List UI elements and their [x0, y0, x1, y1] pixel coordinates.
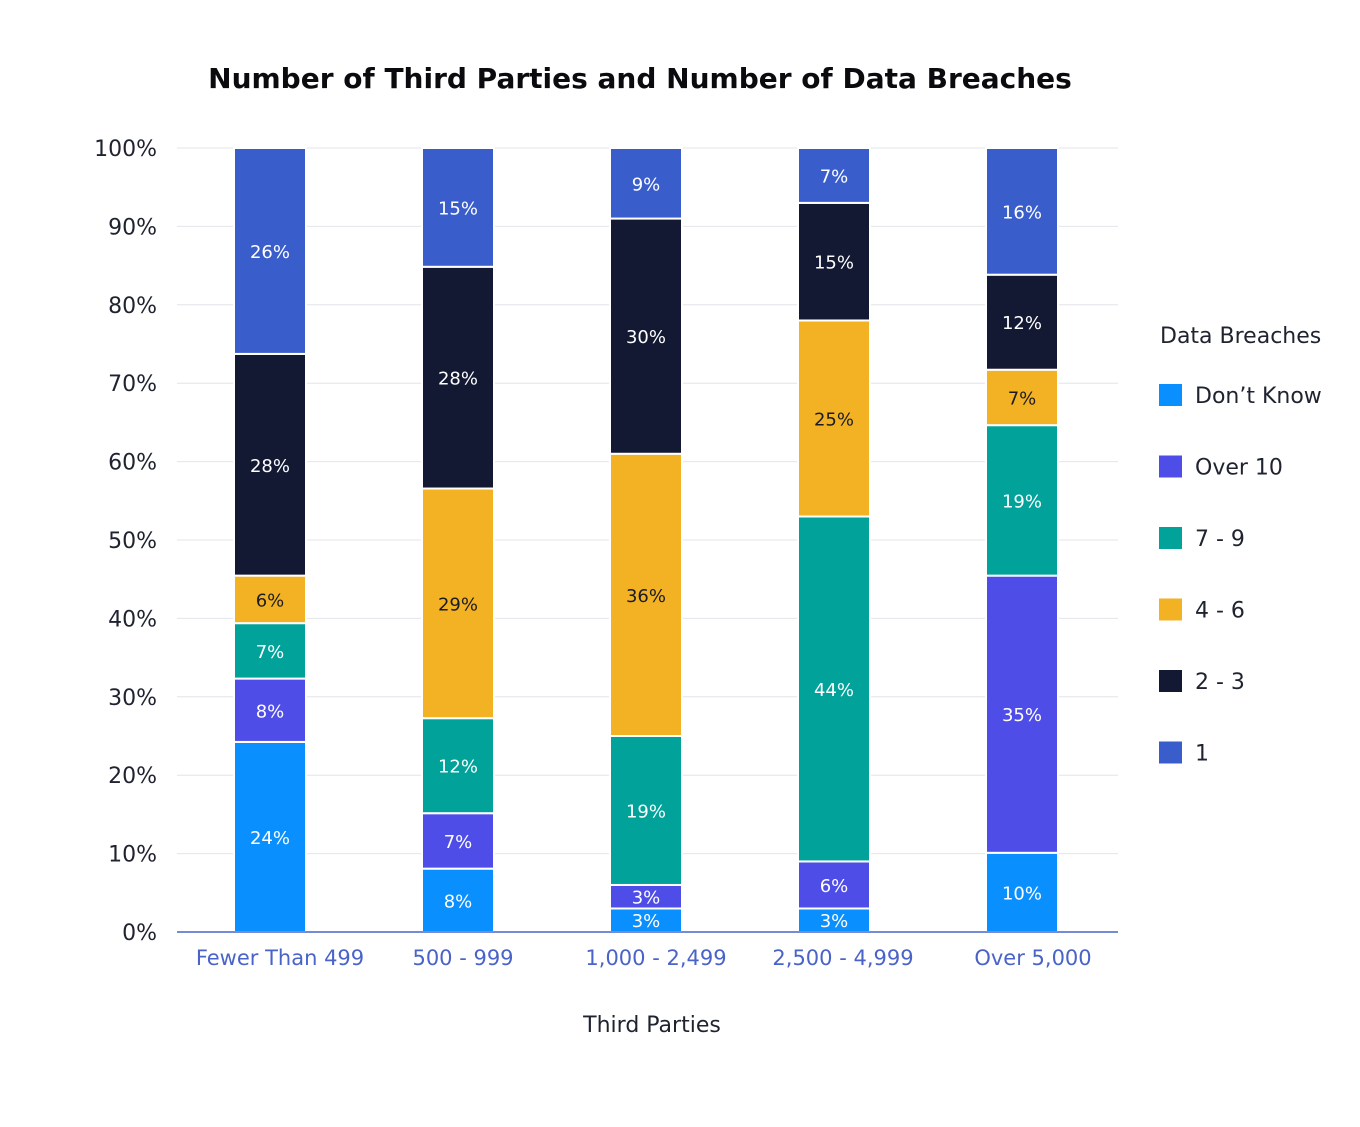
data-label: 7%: [820, 166, 849, 187]
x-axis-label: Third Parties: [582, 1013, 721, 1038]
bar-segment: [609, 735, 683, 886]
y-tick-label: 70%: [108, 372, 157, 397]
legend: Data Breaches Don’t Know Over 10 7 - 9 4 - …: [1159, 324, 1322, 767]
bar-segment: [421, 867, 495, 934]
bar-segment: [233, 147, 307, 355]
data-label: 44%: [814, 680, 854, 701]
y-axis-ticks: 0% 10% 20% 30% 40% 50% 60% 70% 80% 90% 100%: [94, 137, 157, 946]
bars: 24%8%7%6%28%26%8%7%12%29%28%15%3%3%19%36…: [233, 147, 1059, 934]
data-label: 3%: [820, 911, 849, 932]
data-label: 3%: [632, 888, 661, 909]
legend-item-label: 4 - 6: [1195, 599, 1245, 624]
data-label: 7%: [444, 832, 473, 853]
data-label: 16%: [1002, 202, 1042, 223]
legend-swatch: [1159, 384, 1182, 406]
y-tick-label: 90%: [108, 215, 157, 240]
bar-segment: [797, 860, 871, 910]
data-label: 36%: [626, 586, 666, 607]
data-label: 3%: [632, 911, 661, 932]
bar-segment: [985, 424, 1059, 577]
bar-segment: [797, 147, 871, 204]
bar-segment: [985, 851, 1059, 934]
legend-swatch: [1159, 455, 1182, 478]
data-label: 28%: [250, 456, 290, 477]
data-label: 6%: [820, 876, 849, 897]
data-label: 8%: [256, 701, 285, 722]
bar-segment: [797, 319, 871, 518]
data-label: 10%: [1002, 883, 1042, 904]
data-label: 15%: [814, 253, 854, 274]
bar-segment: [609, 217, 683, 455]
x-tick-label: 2,500 - 4,999: [772, 946, 913, 970]
x-axis-ticks: Fewer Than 499 500 - 999 1,000 - 2,499 2,50…: [196, 946, 1092, 970]
data-label: 8%: [444, 891, 473, 912]
chart-title: Number of Third Parties and Number of Da…: [208, 62, 1072, 95]
y-tick-label: 50%: [108, 529, 157, 554]
y-tick-label: 20%: [108, 764, 157, 789]
x-tick-label: Over 5,000: [974, 946, 1091, 970]
bar-segment: [421, 265, 495, 490]
y-tick-label: 60%: [108, 451, 157, 476]
data-label: 28%: [438, 369, 478, 390]
bar-segment: [985, 368, 1059, 427]
data-label: 25%: [814, 409, 854, 430]
y-tick-label: 0%: [122, 921, 157, 946]
data-label: 9%: [632, 174, 661, 195]
bar-segment: [609, 147, 683, 220]
x-tick-label: Fewer Than 499: [196, 946, 364, 970]
y-tick-label: 30%: [108, 686, 157, 711]
data-label: 24%: [250, 828, 290, 849]
legend-item-label: 2 - 3: [1195, 670, 1245, 695]
data-label: 30%: [626, 327, 666, 348]
legend-swatch: [1159, 741, 1182, 764]
legend-item-label: Don’t Know: [1195, 384, 1322, 409]
bar-segment: [609, 452, 683, 737]
data-label: 29%: [438, 594, 478, 615]
y-tick-label: 80%: [108, 294, 157, 319]
bar-segment: [421, 147, 495, 268]
bar-segment: [421, 487, 495, 720]
bar-segment: [421, 717, 495, 815]
data-label: 7%: [1008, 388, 1037, 409]
legend-swatch: [1159, 670, 1182, 692]
data-label: 26%: [250, 242, 290, 263]
legend-item-label: Over 10: [1195, 456, 1283, 481]
x-tick-label: 500 - 999: [412, 946, 513, 970]
data-label: 12%: [438, 757, 478, 778]
data-label: 7%: [256, 642, 285, 663]
y-tick-label: 10%: [108, 843, 157, 868]
bar-segment: [233, 677, 307, 743]
y-tick-label: 40%: [108, 607, 157, 632]
legend-title: Data Breaches: [1160, 324, 1321, 349]
data-label: 35%: [1002, 705, 1042, 726]
bar-segment: [233, 622, 307, 680]
legend-item-label: 1: [1195, 742, 1209, 767]
bar-segment: [233, 574, 307, 625]
bar-segment: [421, 812, 495, 870]
data-label: 15%: [438, 198, 478, 219]
data-label: 12%: [1002, 313, 1042, 334]
bar-segment: [797, 515, 871, 863]
data-label: 6%: [256, 590, 285, 611]
legend-swatch: [1159, 527, 1182, 549]
y-tick-label: 100%: [94, 137, 157, 162]
legend-item-label: 7 - 9: [1195, 527, 1245, 552]
legend-swatch: [1159, 598, 1182, 621]
data-label: 19%: [1002, 491, 1042, 512]
bar-segment: [985, 147, 1059, 276]
data-label: 19%: [626, 801, 666, 822]
x-tick-label: 1,000 - 2,499: [585, 946, 726, 970]
